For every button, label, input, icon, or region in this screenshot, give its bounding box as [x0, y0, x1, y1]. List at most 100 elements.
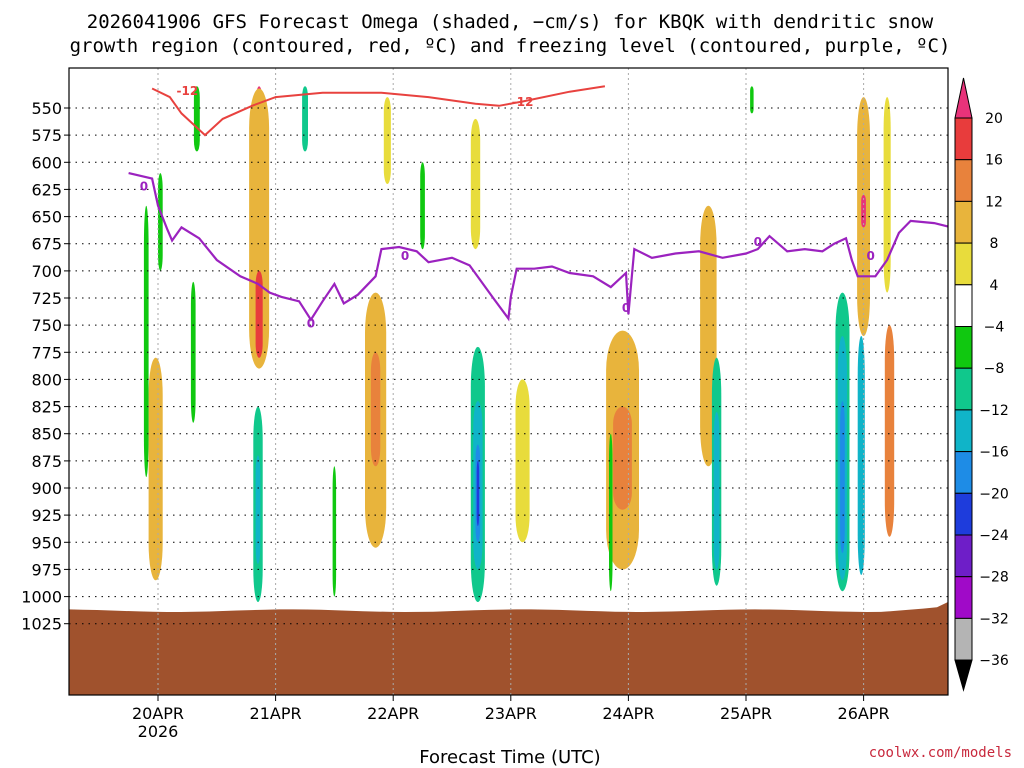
- dgz-label-0: -12: [177, 84, 199, 98]
- y-tick-650: 650: [31, 208, 62, 227]
- omega-sinking-upper-24: [193, 86, 200, 152]
- colorbar-segment-4: [954, 242, 973, 286]
- colorbar-label-1: 16: [985, 153, 1003, 169]
- x-tick-23APR: 23APR: [485, 704, 537, 723]
- y-tick-900: 900: [31, 479, 62, 498]
- colorbar-label-4: 4: [990, 278, 999, 294]
- y-tick-750: 750: [31, 316, 62, 335]
- y-tick-850: 850: [31, 425, 62, 444]
- omega-rising-26apr-low: [884, 325, 895, 537]
- omega-sinking-26apr-3: [840, 401, 845, 554]
- y-tick-975: 975: [31, 560, 62, 579]
- y-tick-725: 725: [31, 289, 62, 308]
- terrain-fill: [69, 602, 948, 695]
- omega-rising-upper-3: [383, 97, 391, 184]
- colorbar-label-8: −16: [979, 445, 1009, 461]
- chart-title-line-1: 2026041906 GFS Forecast Omega (shaded, −…: [87, 11, 934, 33]
- x-tick-26APR: 26APR: [838, 704, 890, 723]
- y-tick-825: 825: [31, 398, 62, 417]
- colorbar-segment-13: [954, 617, 973, 661]
- omega-sinking-low-20: [143, 205, 149, 478]
- terrain-layer: [69, 602, 948, 695]
- freezing-label-0: 0: [140, 180, 148, 194]
- omega-sinking-upper-32: [420, 162, 425, 250]
- x-tick-22APR: 22APR: [367, 704, 419, 723]
- freezing-label-4: 0: [754, 235, 762, 249]
- y-tick-925: 925: [31, 506, 62, 525]
- omega-rising-upper-4: [470, 118, 481, 250]
- y-tick-775: 775: [31, 343, 62, 362]
- colorbar-segment-9: [954, 451, 973, 494]
- freezing-label-2: 0: [401, 249, 409, 263]
- colorbar-label-7: −12: [979, 403, 1009, 419]
- dgz-contour-minus12: [151, 85, 606, 137]
- omega-shading-layer: [143, 86, 1020, 602]
- omega-sinking-23apr-4: [476, 460, 480, 526]
- x-axis-title: Forecast Time (UTC): [419, 747, 600, 768]
- x-tick-25APR: 25APR: [720, 704, 772, 723]
- y-tick-550: 550: [31, 99, 62, 118]
- colorbar-label-13: −36: [979, 653, 1009, 669]
- colorbar-label-9: −20: [979, 486, 1009, 502]
- omega-sinking-25apr-upper: [750, 86, 754, 114]
- freezing-label-5: 0: [867, 249, 875, 263]
- omega-sinking-mid-20: [158, 173, 163, 271]
- omega-rising-21apr-halo: [249, 88, 270, 369]
- colorbar-label-0: 20: [985, 111, 1003, 127]
- omega-rising-26apr-core: [861, 194, 866, 228]
- freezing-label-1: 0: [307, 316, 315, 330]
- y-tick-700: 700: [31, 262, 62, 281]
- x-tick-21APR: 21APR: [250, 704, 302, 723]
- grid-layer: [69, 68, 948, 695]
- y-tick-950: 950: [31, 533, 62, 552]
- x-tick-year: 2026: [138, 722, 179, 741]
- colorbar-label-6: −8: [984, 361, 1005, 377]
- freezing-label-3: 0: [622, 301, 630, 315]
- freezing-level-contour: [128, 172, 948, 322]
- y-tick-600: 600: [31, 153, 62, 172]
- omega-rising-24apr-core: [613, 406, 632, 510]
- y-tick-675: 675: [31, 235, 62, 254]
- omega-rising-21apr-core: [255, 270, 263, 358]
- colorbar-segment-12: [954, 576, 973, 619]
- y-tick-800: 800: [31, 370, 62, 389]
- colorbar-segment-1: [954, 117, 973, 161]
- colorbar-segment-7: [954, 367, 973, 411]
- omega-rising-22apr-core: [370, 352, 381, 467]
- omega-sinking-upper-22: [302, 86, 308, 152]
- omega-rising-20apr: [148, 357, 163, 581]
- credit-link[interactable]: coolwx.com/models: [869, 745, 1012, 761]
- omega-sinking-22-low: [332, 466, 337, 597]
- y-tick-575: 575: [31, 126, 62, 145]
- colorbar-label-10: −24: [979, 528, 1009, 544]
- y-tick-1000: 1000: [21, 588, 62, 607]
- colorbar-legend: 20 16 12 8 4 −4 −8 −12 −16 −20 −24 −28 −32 −36: [954, 77, 1009, 692]
- y-tick-875: 875: [31, 452, 62, 471]
- omega-rising-23apr-band: [515, 379, 530, 543]
- y-tick-1025: 1025: [21, 615, 62, 634]
- plot-frame: [68, 67, 949, 696]
- colorbar-label-12: −32: [979, 611, 1009, 627]
- omega-sinking-late-green: [987, 206, 999, 336]
- y-tick-625: 625: [31, 180, 62, 199]
- colorbar-arrow-top: [954, 77, 973, 119]
- colorbar-arrow-bottom: [954, 659, 973, 692]
- colorbar-segment-11: [954, 534, 973, 578]
- omega-sinking-24-low: [609, 433, 613, 592]
- omega-sinking-late-green-2: [1014, 325, 1020, 423]
- colorbar-label-2: 12: [985, 194, 1003, 210]
- colorbar-segment-10: [954, 492, 973, 536]
- x-tick-20APR: 20APR: [132, 704, 184, 723]
- dgz-label-1: -12: [512, 95, 534, 109]
- chart-title-line-2: growth region (contoured, red, ºC) and f…: [70, 35, 951, 57]
- colorbar-segment-8: [954, 409, 973, 453]
- omega-sinking-21apr-2: [255, 455, 261, 564]
- colorbar-label-5: −4: [984, 320, 1005, 336]
- colorbar-segment-5: [954, 284, 973, 327]
- colorbar-segment-3: [954, 200, 973, 244]
- y-axis-pressure: 550 575 600 625 650 675 700 725 750 775 800 825 850 8…: [21, 99, 69, 634]
- colorbar-label-11: −28: [979, 570, 1009, 586]
- colorbar-label-3: 8: [990, 236, 999, 252]
